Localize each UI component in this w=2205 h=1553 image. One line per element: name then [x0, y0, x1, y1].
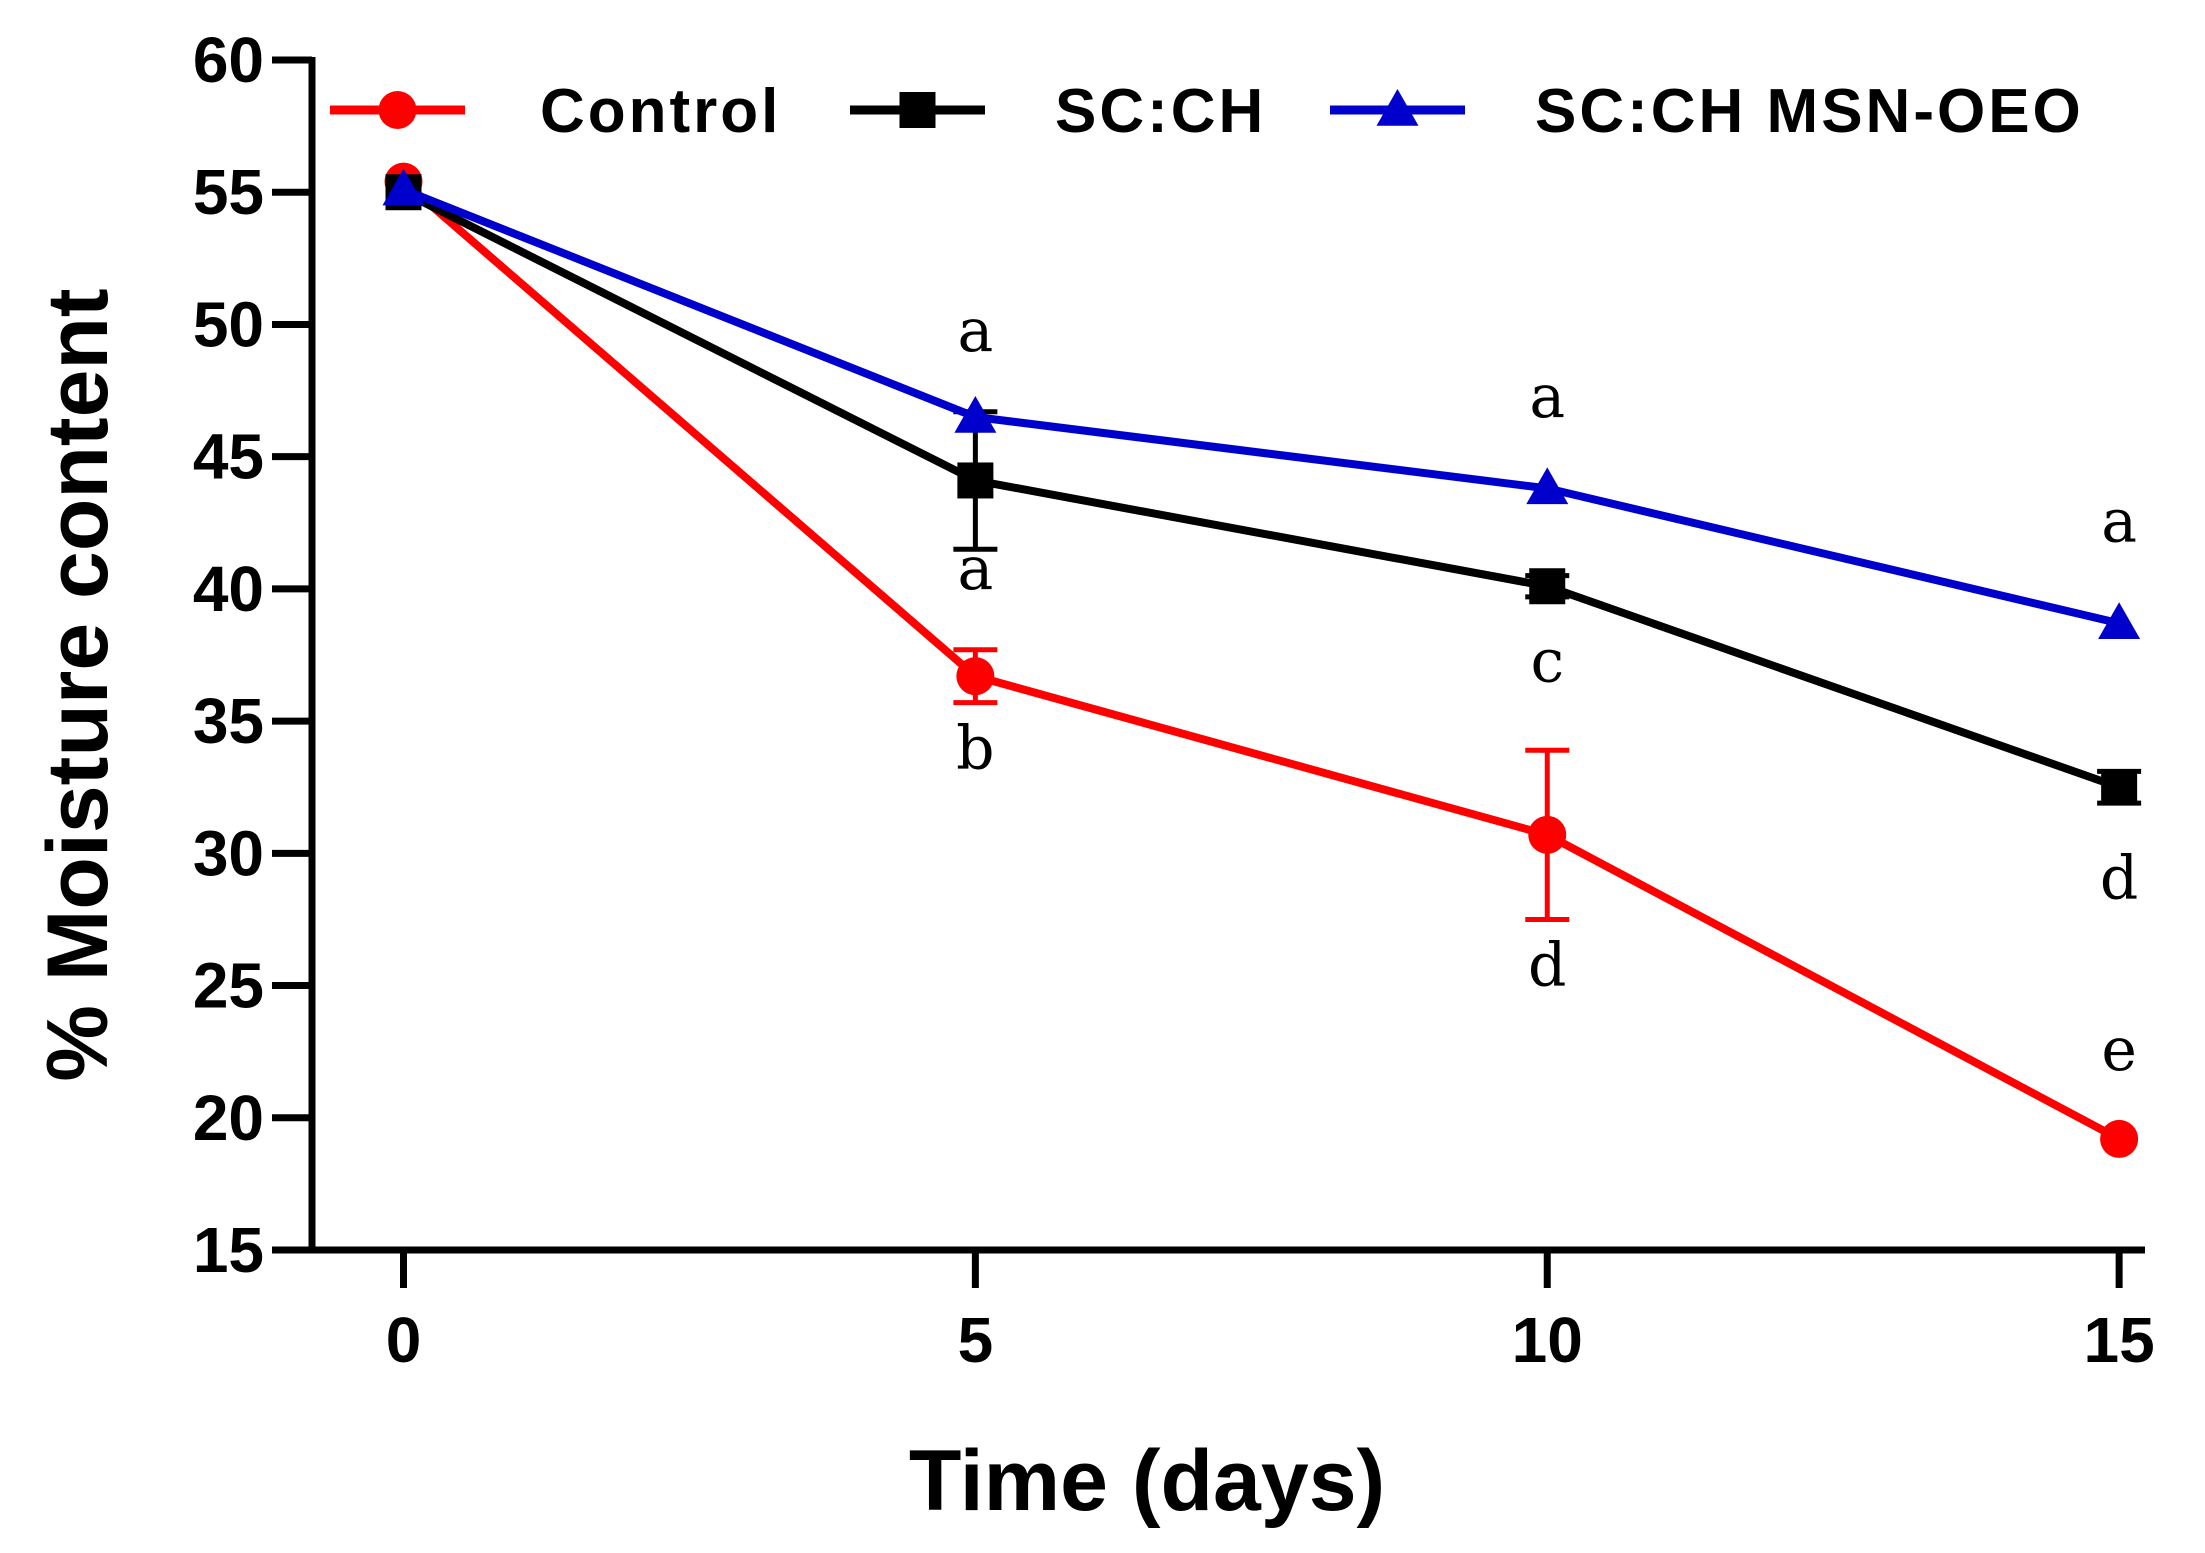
significance-letter-sc-ch-15: d	[2100, 843, 2138, 913]
y-tick-label-55: 55	[193, 156, 264, 228]
data-point-sc-ch-msn-oeo-5	[954, 396, 997, 433]
series-line-control	[400, 178, 2122, 1143]
series-layer: b d e a c d a a a	[382, 162, 2142, 1158]
legend-label-sc-ch: SC:CH	[1055, 77, 1266, 146]
legend-label-sc-ch-msn-oeo: SC:CH MSN-OEO	[1535, 77, 2084, 146]
series-control: b d e	[384, 162, 2139, 1158]
y-axis-title: % Moisture content	[30, 288, 126, 1081]
data-point-sc-ch-5	[957, 462, 994, 499]
x-axis-title: Time (days)	[909, 1433, 1385, 1529]
legend-marker-control	[378, 91, 417, 129]
legend-marker-sc-ch-msn-oeo	[1376, 89, 1419, 126]
legend-item-sc-ch: SC:CH	[850, 77, 1266, 146]
significance-letter-sc-ch-5: a	[957, 534, 993, 604]
legend: Control SC:CH SC:CH MSN-OEO	[330, 77, 2084, 146]
significance-letter-sc-ch-msn-oeo-5: a	[957, 296, 993, 366]
y-tick-label-50: 50	[193, 288, 264, 360]
y-tick-label-30: 30	[193, 817, 264, 889]
axes: 15 20 25 30 35 40 45 50 55 60 0 5 10 15	[193, 24, 2155, 1376]
significance-letter-control-10: d	[1528, 931, 1566, 1001]
y-tick-label-60: 60	[193, 24, 264, 96]
significance-letter-sc-ch-msn-oeo-10: a	[1529, 362, 1565, 432]
y-tick-label-35: 35	[193, 685, 264, 757]
data-point-control-10	[1528, 815, 1567, 854]
series-line-sc-ch	[401, 188, 2121, 791]
x-tick-label-5: 5	[958, 1304, 994, 1376]
significance-letter-control-5: b	[956, 714, 994, 784]
x-tick-label-10: 10	[1512, 1304, 1583, 1376]
legend-item-sc-ch-msn-oeo: SC:CH MSN-OEO	[1330, 77, 2084, 146]
legend-item-control: Control	[330, 77, 781, 146]
series-line-sc-ch-msn-oeo	[402, 185, 2121, 628]
series-sc-ch: a c d	[385, 174, 2142, 913]
legend-label-control: Control	[540, 77, 781, 146]
data-point-sc-ch-msn-oeo-15	[2098, 602, 2141, 640]
data-point-sc-ch-msn-oeo-10	[1526, 467, 1569, 505]
data-point-sc-ch-15	[2101, 769, 2138, 806]
legend-marker-sc-ch	[899, 92, 936, 128]
significance-letter-control-15: e	[2101, 1015, 2137, 1085]
data-point-sc-ch-msn-oeo-0	[382, 168, 425, 206]
y-tick-label-45: 45	[193, 421, 264, 493]
y-tick-label-20: 20	[193, 1082, 264, 1154]
significance-letter-sc-ch-10: c	[1530, 626, 1564, 696]
y-tick-label-40: 40	[193, 553, 264, 625]
data-point-control-5	[956, 657, 995, 696]
data-point-control-15	[2100, 1119, 2139, 1158]
x-tick-label-0: 0	[386, 1304, 422, 1376]
series-sc-ch-msn-oeo: a a a	[382, 168, 2141, 640]
y-tick-label-15: 15	[193, 1214, 264, 1286]
x-tick-label-15: 15	[2084, 1304, 2155, 1376]
data-point-sc-ch-10	[1529, 568, 1566, 605]
significance-letter-sc-ch-msn-oeo-15: a	[2101, 486, 2137, 556]
y-tick-label-25: 25	[193, 950, 264, 1022]
